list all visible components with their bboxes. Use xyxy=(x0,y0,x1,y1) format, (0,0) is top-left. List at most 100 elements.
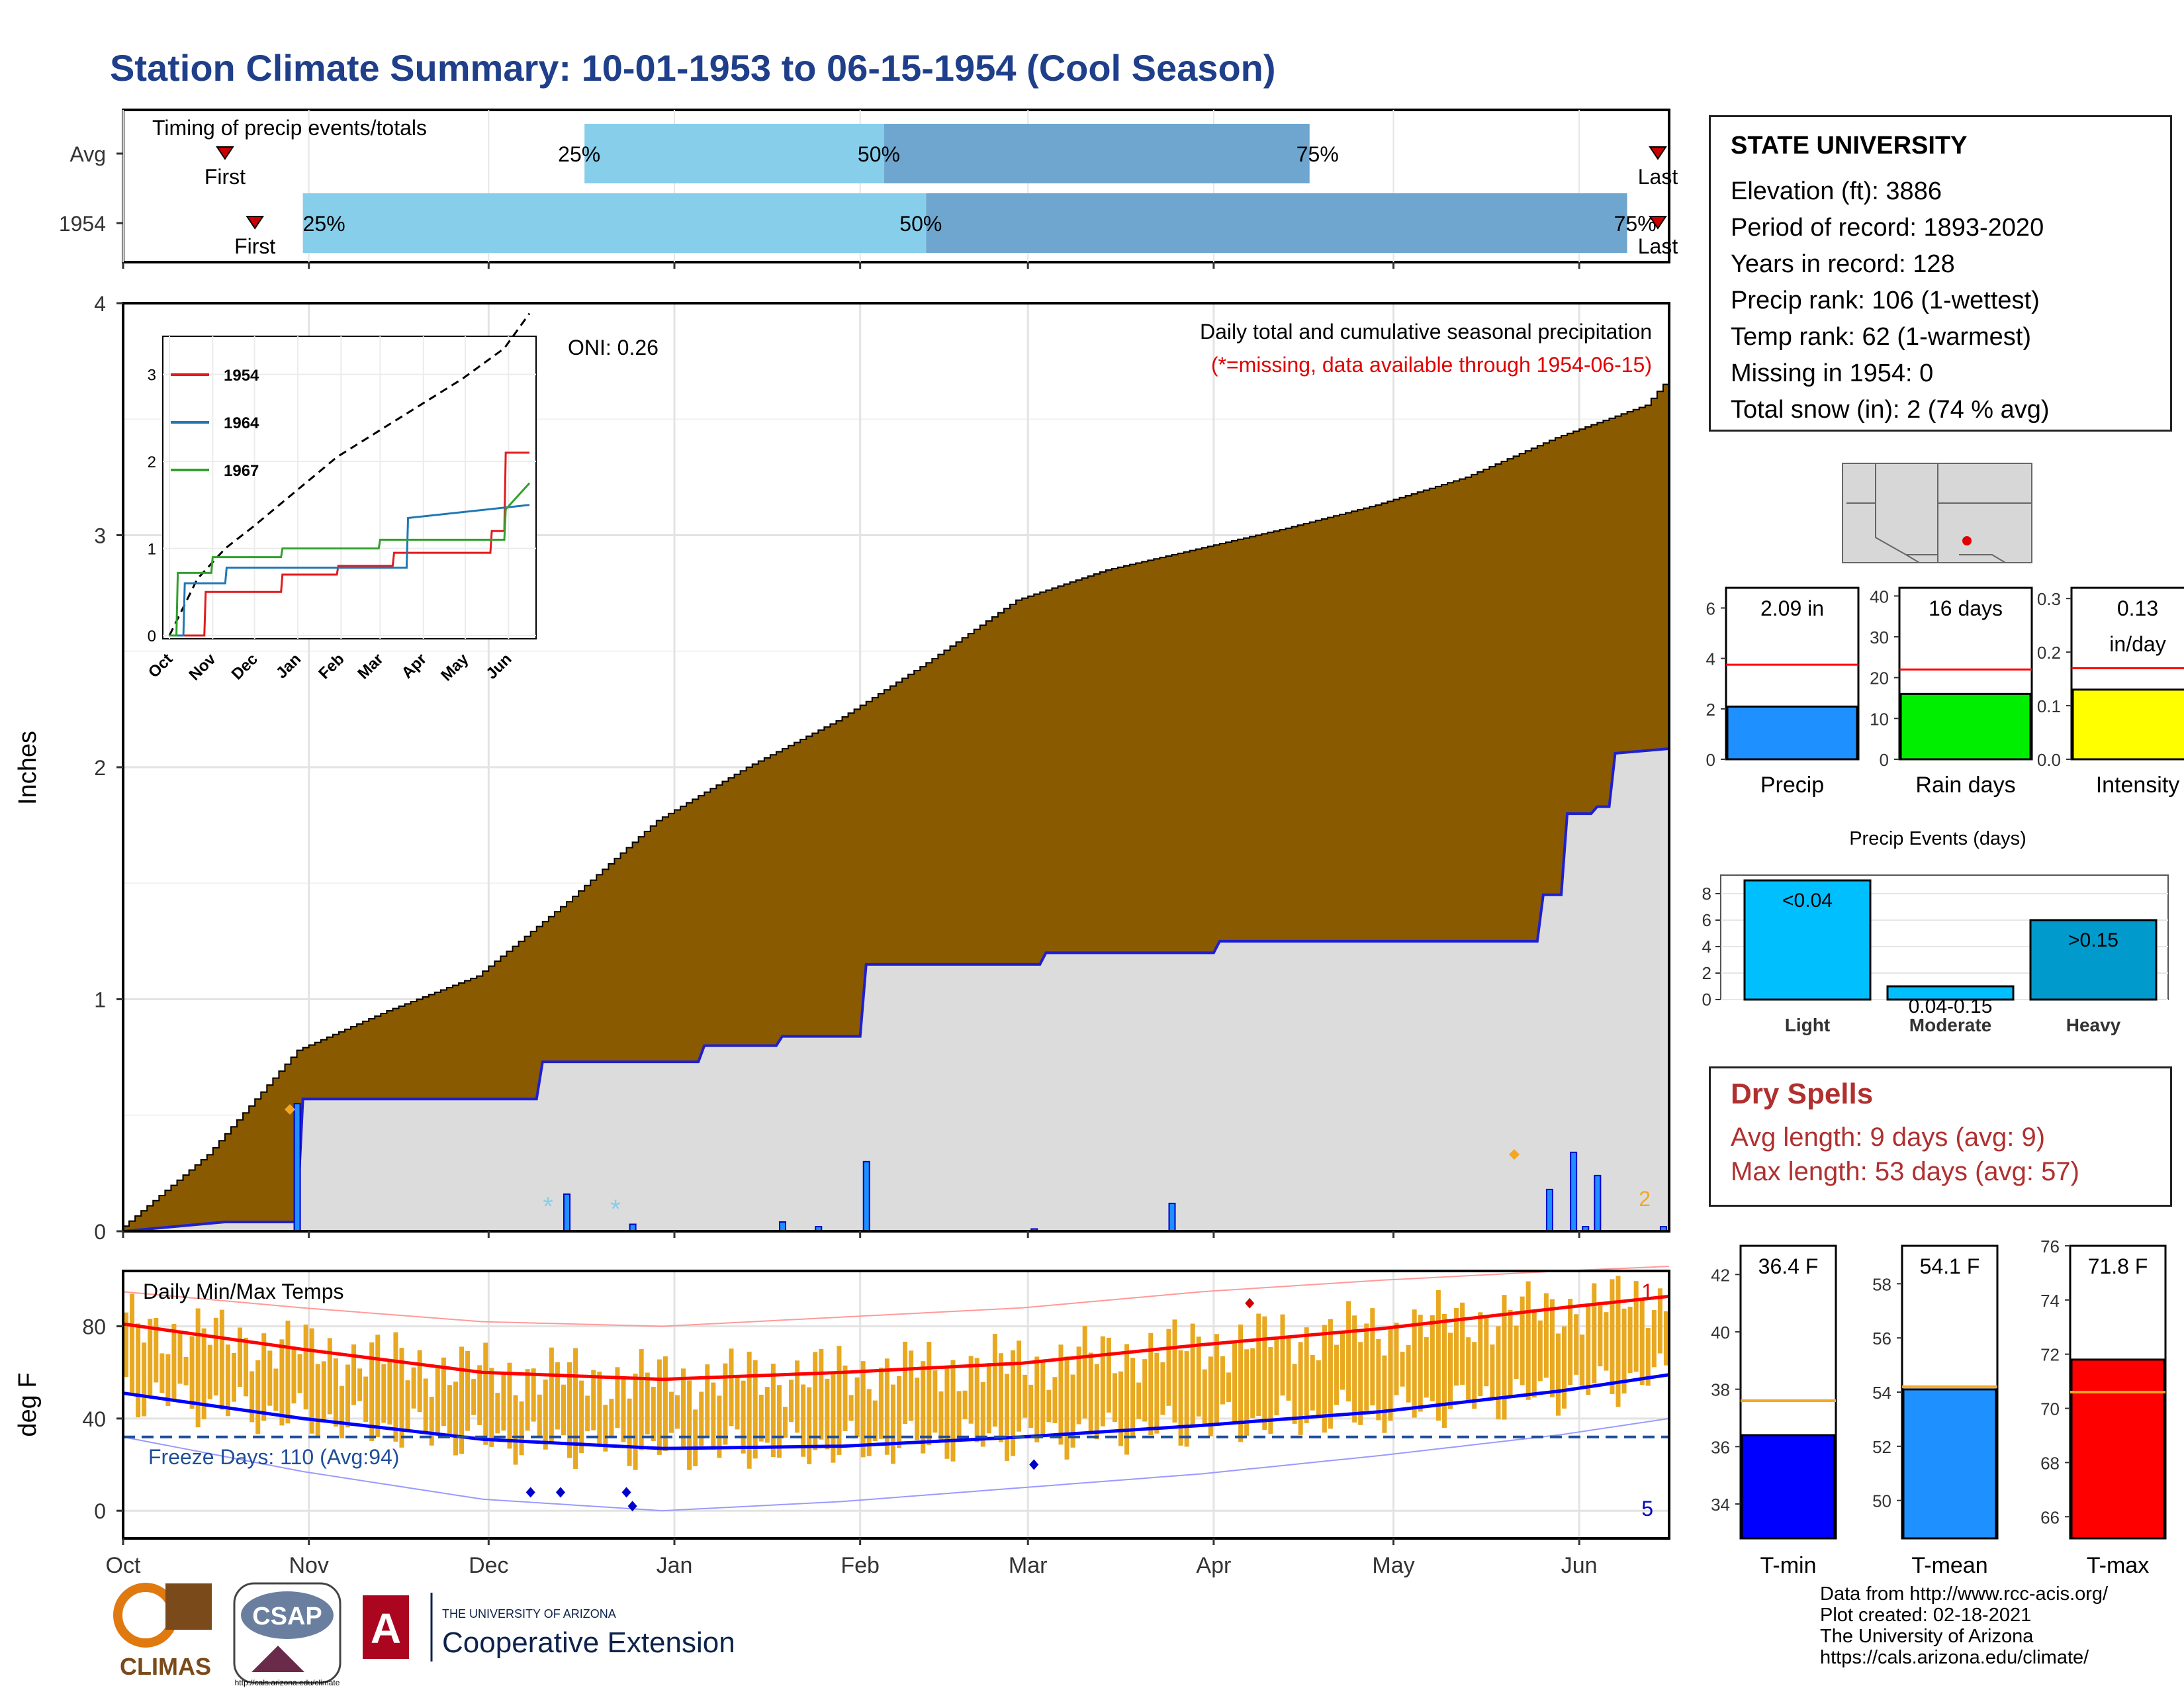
daily-temp-bar xyxy=(1154,1352,1160,1434)
dry-spells-avg: Avg length: 9 days (avg: 9) xyxy=(1731,1123,2046,1152)
daily-temp-bar xyxy=(124,1312,128,1378)
daily-temp-bar xyxy=(1046,1389,1052,1423)
snow-marker: * xyxy=(543,1192,553,1221)
record-min-line xyxy=(122,1417,1670,1512)
daily-temp-bar xyxy=(723,1363,728,1445)
daily-temp-bar xyxy=(1454,1307,1459,1386)
mini-chart-tick-label: 40 xyxy=(1870,586,1889,606)
station-period: Period of record: 1893-2020 xyxy=(1731,214,2044,242)
inset-average-dashed-line xyxy=(168,312,531,636)
x-month-label: Dec xyxy=(469,1553,508,1578)
precip-y-axis-label: Inches xyxy=(14,731,42,805)
x-month-label: Apr xyxy=(1196,1553,1231,1578)
daily-temp-bar xyxy=(1531,1311,1537,1398)
precip-y-tick-label: 4 xyxy=(94,292,106,316)
daily-temp-bar xyxy=(1034,1356,1040,1442)
climas-logo-text: CLIMAS xyxy=(120,1653,211,1680)
daily-temp-bar xyxy=(1256,1313,1261,1417)
inset-series-1964 xyxy=(169,504,530,637)
daily-temp-bar xyxy=(615,1367,620,1429)
daily-temp-bar xyxy=(1040,1360,1046,1438)
first-event-label: First xyxy=(234,234,275,258)
daily-temp-bar xyxy=(159,1353,165,1393)
record-low-marker xyxy=(1029,1459,1039,1470)
daily-temp-bar xyxy=(519,1401,524,1456)
daily-temp-bar xyxy=(1202,1369,1207,1427)
inset-frame xyxy=(162,336,537,639)
daily-temp-bar xyxy=(1424,1336,1429,1398)
record-low-marker xyxy=(555,1487,565,1498)
timing-bar-25-50 xyxy=(302,193,927,253)
x-month-label: Nov xyxy=(289,1553,328,1578)
daily-temp-bar xyxy=(1184,1351,1189,1447)
daily-temp-bar xyxy=(1447,1333,1453,1409)
daily-temp-bar xyxy=(459,1346,465,1454)
mini-temp-tick-label: 54 xyxy=(1872,1383,1891,1403)
mini-temp-label: T-min xyxy=(1760,1553,1817,1578)
mini-chart-bar xyxy=(1726,705,1858,761)
daily-temp-bar xyxy=(1094,1364,1099,1440)
temp-panel-bg xyxy=(123,1271,1669,1538)
daily-temp-bar xyxy=(1370,1308,1375,1406)
daily-temp-bar xyxy=(968,1356,974,1424)
events-tick-label: 2 xyxy=(1702,963,1711,983)
station-missing: Missing in 1954: 0 xyxy=(1731,359,1934,387)
dry-spells-title: Dry Spells xyxy=(1731,1078,1874,1110)
daily-temp-bar xyxy=(705,1364,710,1438)
mini-chart-bar xyxy=(1899,692,2032,761)
daily-temp-bar xyxy=(674,1395,680,1429)
daily-temp-bar xyxy=(729,1348,734,1427)
inset-y-tick-label: 1 xyxy=(148,541,156,559)
daily-temp-bar xyxy=(1580,1335,1585,1386)
daily-temp-bar xyxy=(699,1391,704,1446)
station-temp-rank: Temp rank: 62 (1-warmest) xyxy=(1731,323,2032,351)
dry-spells-box: Dry Spells Avg length: 9 days (avg: 9) M… xyxy=(1709,1066,2172,1207)
daily-temp-bar xyxy=(1525,1281,1531,1400)
daily-temp-bar xyxy=(819,1348,824,1440)
daily-temp-bar xyxy=(903,1341,908,1424)
daily-temp-bar xyxy=(1017,1340,1022,1432)
daily-temp-bar xyxy=(909,1350,914,1421)
first-event-marker xyxy=(216,146,234,160)
daily-temp-bar xyxy=(789,1380,794,1423)
daily-temp-bar xyxy=(1549,1299,1555,1397)
timing-p75-label: 75% xyxy=(1614,212,1657,236)
daily-temp-bar xyxy=(1651,1310,1657,1368)
daily-temp-bar xyxy=(1250,1348,1255,1419)
oni-label: ONI: 0.26 xyxy=(568,336,659,359)
daily-temp-bar xyxy=(711,1382,716,1450)
timing-bar-50-75 xyxy=(884,124,1310,183)
daily-temp-bar xyxy=(477,1365,482,1425)
station-precip-rank: Precip rank: 106 (1-wettest) xyxy=(1731,287,2040,314)
daily-temp-bar xyxy=(507,1362,512,1449)
daily-temp-bar xyxy=(1430,1315,1435,1401)
daily-temp-bar xyxy=(1520,1296,1525,1385)
mini-temp-bar xyxy=(2070,1358,2165,1540)
daily-temp-bar xyxy=(795,1360,800,1433)
mini-temp-label: T-max xyxy=(2087,1553,2149,1578)
daily-temp-bar xyxy=(1106,1337,1111,1413)
station-years: Years in record: 128 xyxy=(1731,250,1955,278)
daily-temp-bar xyxy=(1382,1355,1387,1433)
daily-temp-bar xyxy=(1286,1337,1291,1401)
mini-chart-tick-label: 6 xyxy=(1706,598,1715,618)
mini-temp-tick-label: 52 xyxy=(1872,1437,1891,1457)
mini-chart-value: 2.09 in xyxy=(1760,596,1824,620)
daily-temp-bar xyxy=(1023,1374,1028,1418)
daily-temp-bar xyxy=(489,1368,494,1447)
daily-temp-bar xyxy=(1190,1323,1195,1428)
daily-temp-bar xyxy=(369,1342,375,1441)
daily-temp-bar xyxy=(872,1400,878,1441)
daily-temp-bar xyxy=(1004,1374,1009,1461)
mini-temp-tick-label: 42 xyxy=(1711,1265,1730,1285)
daily-temp-bar xyxy=(483,1342,488,1445)
record-high-marker xyxy=(1245,1297,1255,1309)
daily-temp-bar xyxy=(447,1385,452,1437)
daily-temp-bar xyxy=(1274,1337,1279,1416)
daily-temp-bar xyxy=(633,1374,638,1470)
daily-temp-bar xyxy=(345,1364,351,1428)
daily-temp-bar xyxy=(1352,1315,1357,1423)
mini-temp-tick-label: 36 xyxy=(1711,1437,1730,1457)
timing-p50-label: 50% xyxy=(899,212,942,236)
daily-temp-bar xyxy=(142,1342,147,1417)
